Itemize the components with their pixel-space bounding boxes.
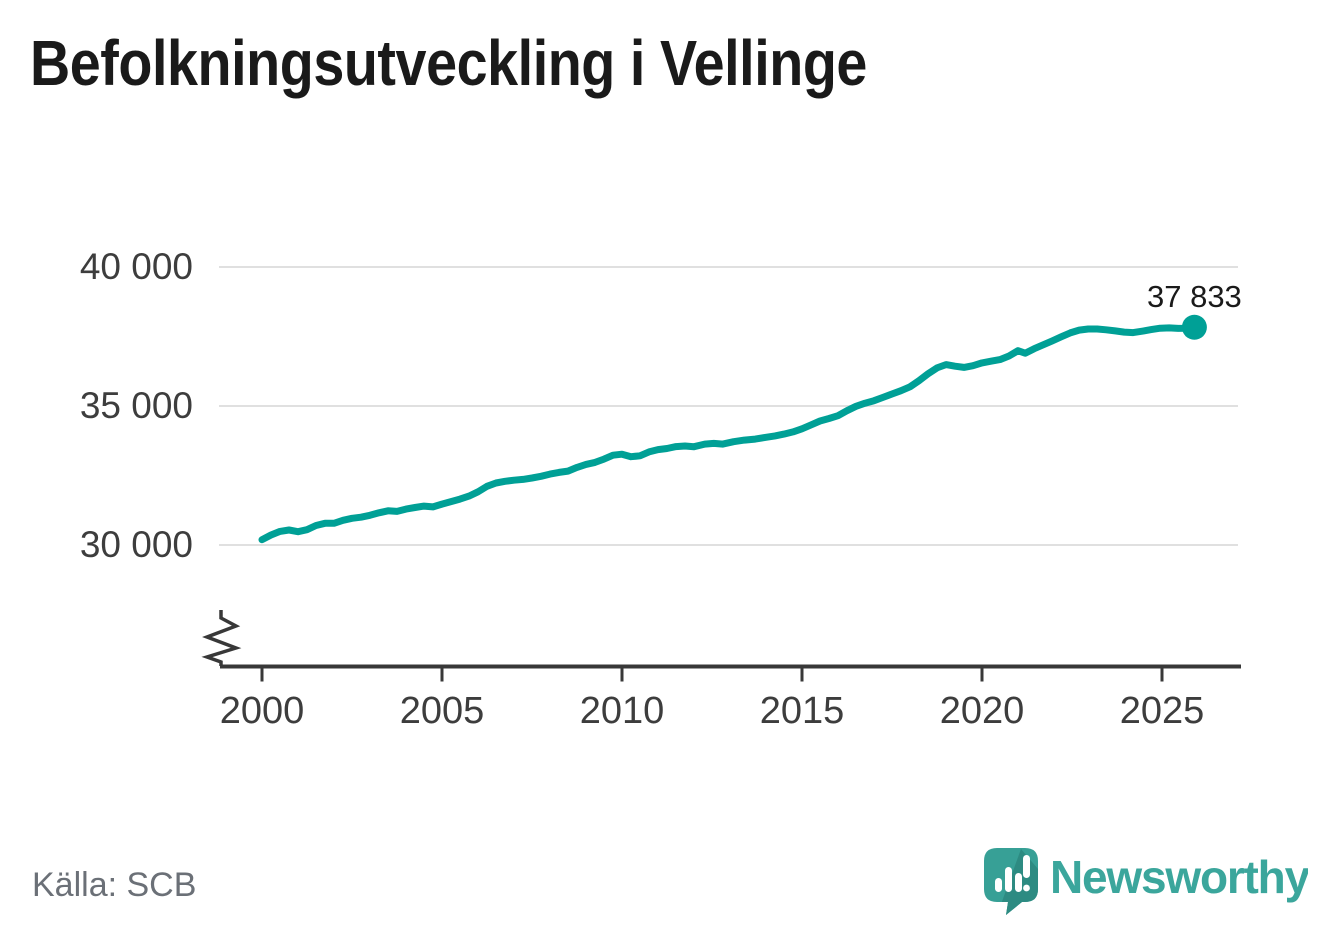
y-tick-label-35000: 35 000	[80, 385, 193, 426]
x-tick-label-2000: 2000	[220, 690, 305, 732]
chart-title: Befolkningsutveckling i Vellinge	[30, 27, 867, 99]
end-value-label: 37 833	[1147, 279, 1242, 314]
logo-bar-2	[1005, 867, 1012, 892]
logo-exclamation-bar	[1023, 855, 1030, 878]
logo-bar-1	[995, 878, 1002, 892]
logo-exclamation-dot	[1023, 884, 1030, 892]
x-tick-label-2025: 2025	[1120, 690, 1205, 732]
logo-bar-3	[1015, 873, 1022, 892]
y-axis-break-icon	[201, 610, 242, 666]
brand-wordmark: Newsworthy	[1050, 851, 1308, 903]
newsworthy-logo: Newsworthy	[984, 848, 1308, 915]
y-tick-label-30000: 30 000	[80, 524, 193, 565]
y-tick-label-40000: 40 000	[80, 246, 193, 287]
x-tick-label-2015: 2015	[760, 690, 845, 732]
series-end-dot	[1181, 314, 1207, 340]
population-series-line	[258, 323, 1198, 544]
x-tick-label-2010: 2010	[580, 690, 665, 732]
x-tick-label-2005: 2005	[400, 690, 485, 732]
x-tick-label-2020: 2020	[940, 690, 1025, 732]
source-label: Källa: SCB	[32, 866, 197, 904]
